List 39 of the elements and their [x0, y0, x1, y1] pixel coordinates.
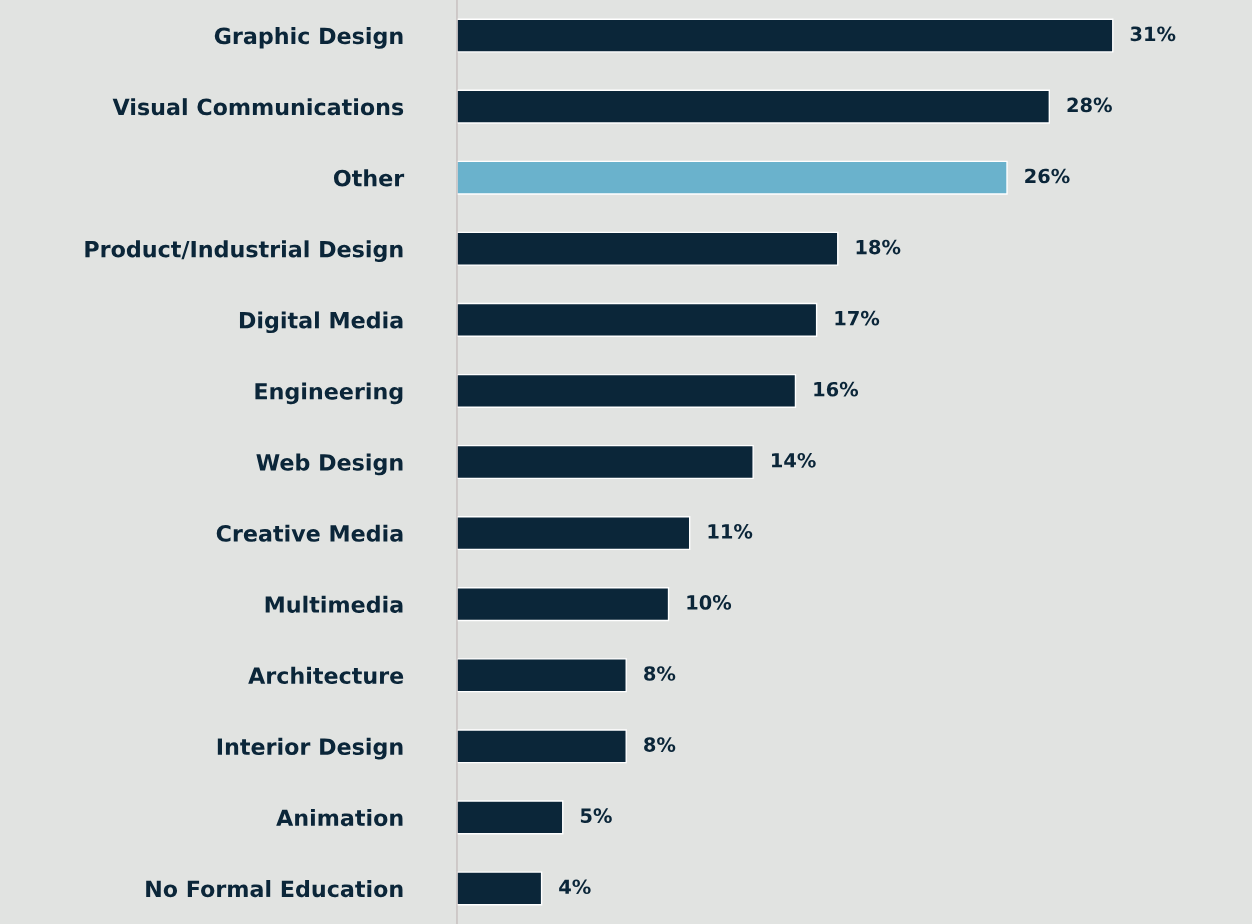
- data-label: 8%: [644, 666, 676, 681]
- y-tick-label: Digital Media: [239, 311, 403, 334]
- y-tick-label: Animation: [276, 808, 403, 827]
- data-label: 26%: [1025, 168, 1070, 184]
- y-tick-label: Web Design: [256, 453, 403, 476]
- data-label: 8%: [644, 737, 676, 752]
- bar: [456, 18, 1114, 53]
- data-label: 5%: [580, 808, 612, 824]
- y-tick-label: Multimedia: [265, 595, 403, 613]
- data-label: 10%: [687, 595, 732, 610]
- bar: [456, 658, 627, 693]
- bar: [456, 231, 839, 266]
- bar: [456, 444, 754, 480]
- y-tick-label: Visual Communications: [112, 98, 404, 116]
- data-label: 11%: [708, 524, 753, 539]
- data-label: 28%: [1067, 97, 1112, 113]
- bar: [456, 373, 797, 408]
- y-tick-label: Architecture: [248, 666, 404, 684]
- y-tick-label: Other: [333, 169, 405, 187]
- y-tick-label: Engineering: [255, 382, 403, 405]
- data-label: 16%: [814, 381, 859, 397]
- bar: [456, 871, 543, 906]
- y-tick-label: Interior Design: [217, 737, 403, 760]
- y-tick-label: No Formal Education: [146, 880, 403, 898]
- data-label: 4%: [559, 879, 591, 895]
- data-label: 18%: [856, 239, 901, 255]
- bar: [456, 800, 564, 835]
- bar: [456, 160, 1008, 195]
- bar: [456, 516, 691, 551]
- y-tick-label: Graphic Design: [214, 27, 403, 49]
- bar: [456, 729, 627, 764]
- y-tick-label: Product/Industrial Design: [85, 240, 403, 263]
- bar: [456, 302, 818, 337]
- data-label: 17%: [835, 310, 880, 326]
- data-label: 14%: [772, 452, 816, 468]
- bar: [456, 89, 1051, 124]
- data-label: 31%: [1130, 26, 1176, 42]
- y-tick-label: Creative Media: [216, 524, 403, 542]
- bar: [456, 587, 670, 622]
